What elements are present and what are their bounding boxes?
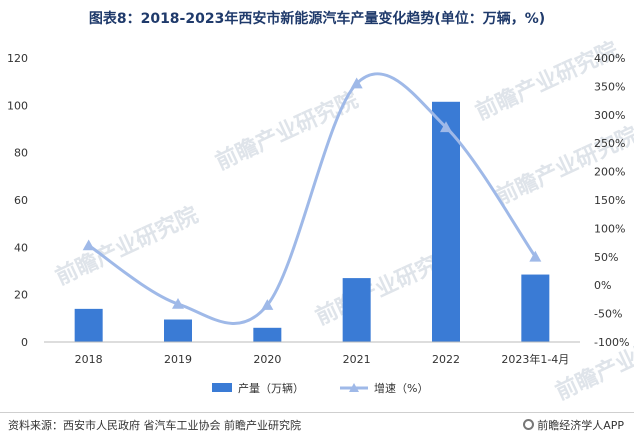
right-tick-label: 300% — [594, 109, 625, 122]
bar-2022 — [432, 101, 460, 343]
left-tick-label: 40 — [14, 241, 28, 254]
footer-divider — [0, 412, 634, 413]
growth-point-2018 — [82, 239, 95, 251]
right-tick-label: -50% — [594, 308, 622, 321]
growth-point-2021 — [350, 77, 363, 89]
bar-2023年1-4月 — [521, 274, 550, 342]
growth-point-2023年1-4月 — [529, 250, 542, 262]
right-tick-label: 100% — [594, 222, 625, 235]
right-y-axis: -100% -50% 0% 50% 100% 150% 200% 250% 300% 350% 40… — [594, 52, 629, 349]
production-bars — [74, 101, 550, 343]
growth-point-2019 — [172, 297, 184, 309]
bar-2018 — [74, 308, 103, 342]
x-axis: 2018 2019 2020 2021 2022 2023年1-4月 — [44, 341, 580, 366]
left-tick-label: 80 — [14, 147, 28, 160]
bar-2019 — [164, 319, 192, 342]
growth-line — [82, 72, 542, 325]
watermark-text: 前瞻产业研究院 — [52, 202, 203, 291]
right-tick-label: 50% — [594, 251, 618, 264]
x-tick-label: 2021 — [343, 353, 371, 366]
watermark-text: 前瞻产业研究院 — [212, 87, 363, 176]
legend-bar-swatch — [212, 383, 232, 392]
legend-bar-label: 产量（万辆） — [238, 381, 304, 395]
right-tick-label: 400% — [594, 52, 625, 65]
right-tick-label: 350% — [594, 80, 625, 93]
bar-2020 — [253, 327, 282, 342]
growth-point-2020 — [261, 299, 274, 310]
chart-title: 图表8：2018-2023年西安市新能源汽车产量变化趋势(单位：万辆，%) — [88, 11, 546, 27]
bar-2021 — [342, 278, 371, 342]
left-tick-label: 60 — [14, 194, 28, 207]
x-tick-label: 2019 — [164, 353, 192, 366]
right-tick-label: 150% — [594, 194, 625, 207]
right-tick-label: 0% — [594, 279, 611, 292]
x-tick-label: 2018 — [75, 353, 103, 366]
brand-text: 前瞻经济学人APP — [537, 419, 624, 432]
legend-line-label: 增速（%） — [374, 381, 428, 395]
x-tick-label: 2023年1-4月 — [501, 352, 569, 366]
left-tick-label: 120 — [7, 52, 28, 65]
left-tick-label: 20 — [14, 289, 28, 302]
legend-line-marker — [349, 383, 359, 392]
brand-logo-icon — [523, 419, 535, 430]
x-tick-label: 2020 — [253, 353, 281, 366]
brand-label: 前瞻经济学人APP — [523, 417, 624, 433]
source-note: 资料来源：西安市人民政府 省汽车工业协会 前瞻产业研究院 — [8, 419, 301, 432]
left-y-axis: 0 20 40 60 80 100 120 — [7, 52, 28, 349]
legend: 产量（万辆） 增速（%） — [212, 381, 428, 395]
right-tick-label: 200% — [594, 166, 625, 179]
x-tick-label: 2022 — [432, 353, 460, 366]
right-tick-label: -100% — [594, 336, 629, 349]
left-tick-label: 0 — [21, 336, 28, 349]
growth-point-2022 — [440, 121, 452, 133]
left-tick-label: 100 — [7, 99, 28, 112]
right-tick-label: 250% — [594, 137, 625, 150]
